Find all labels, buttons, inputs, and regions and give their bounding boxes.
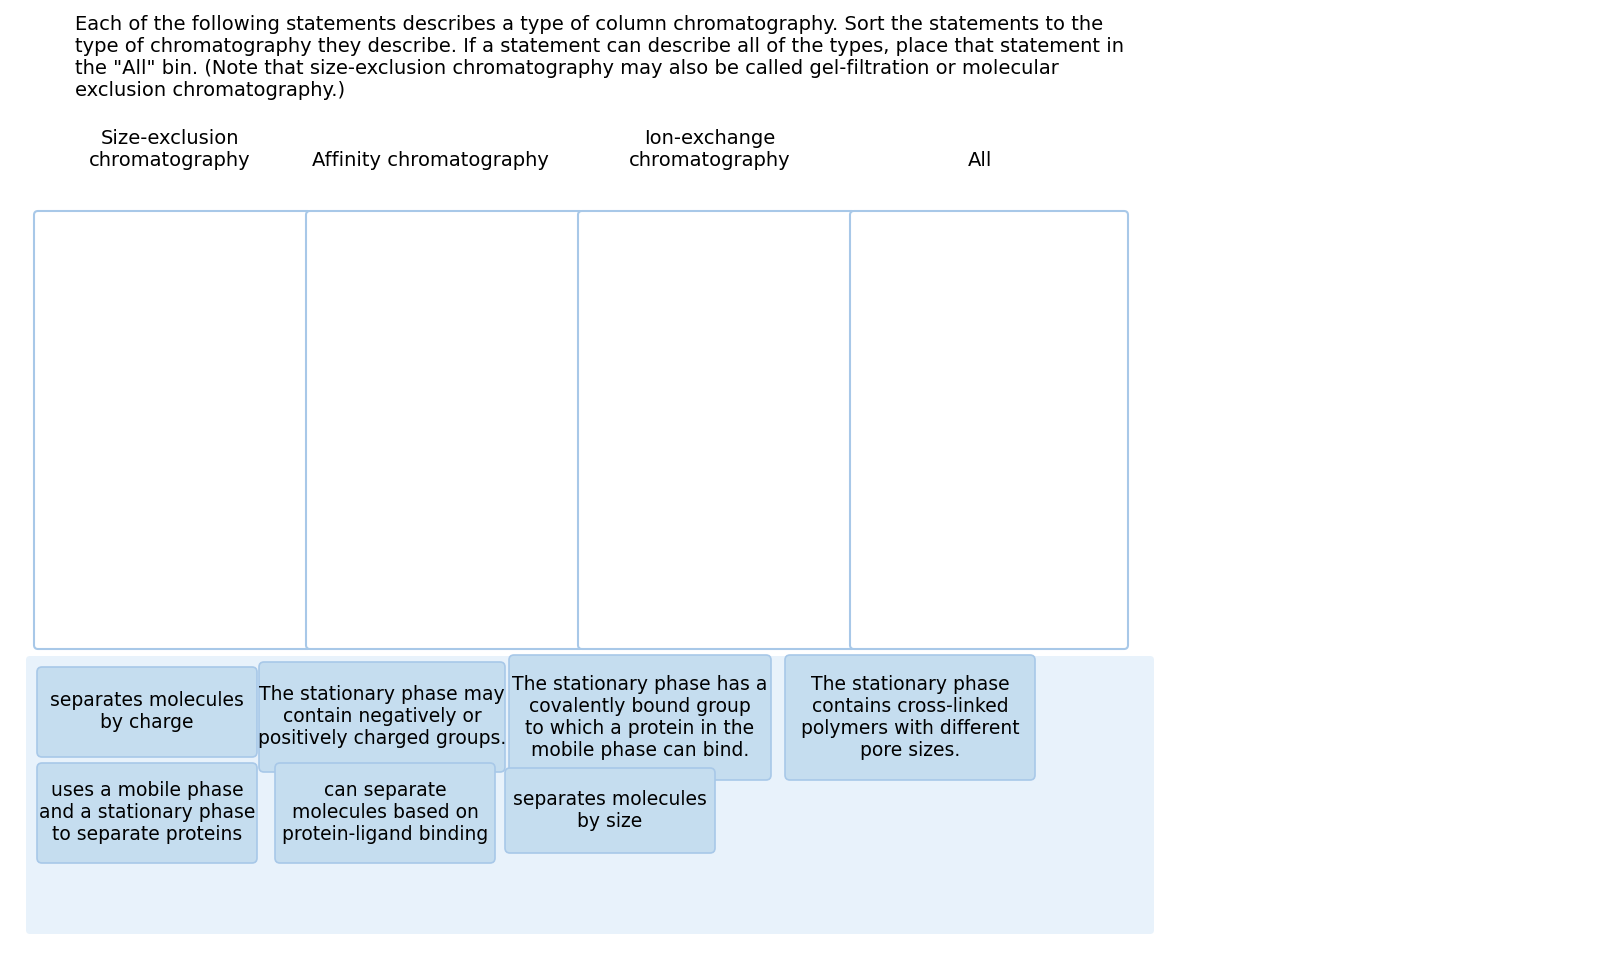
Text: separates molecules
by size: separates molecules by size	[513, 790, 707, 831]
FancyBboxPatch shape	[509, 655, 770, 780]
Text: can separate
molecules based on
protein-ligand binding: can separate molecules based on protein-…	[281, 781, 489, 845]
Text: The stationary phase has a
covalently bound group
to which a protein in the
mobi: The stationary phase has a covalently bo…	[513, 675, 767, 760]
FancyBboxPatch shape	[259, 662, 505, 772]
Text: All: All	[967, 151, 992, 170]
Text: Size-exclusion
chromatography: Size-exclusion chromatography	[88, 129, 251, 170]
Text: separates molecules
by charge: separates molecules by charge	[50, 692, 244, 733]
FancyBboxPatch shape	[26, 656, 1154, 934]
FancyBboxPatch shape	[505, 768, 715, 853]
FancyBboxPatch shape	[37, 763, 257, 863]
FancyBboxPatch shape	[275, 763, 495, 863]
FancyBboxPatch shape	[305, 211, 583, 649]
Text: The stationary phase
contains cross-linked
polymers with different
pore sizes.: The stationary phase contains cross-link…	[800, 675, 1019, 760]
FancyBboxPatch shape	[784, 655, 1035, 780]
FancyBboxPatch shape	[577, 211, 855, 649]
Text: Each of the following statements describes a type of column chromatography. Sort: Each of the following statements describ…	[76, 15, 1123, 100]
FancyBboxPatch shape	[37, 667, 257, 757]
Text: uses a mobile phase
and a stationary phase
to separate proteins: uses a mobile phase and a stationary pha…	[39, 781, 256, 845]
Text: The stationary phase may
contain negatively or
positively charged groups.: The stationary phase may contain negativ…	[257, 686, 506, 748]
FancyBboxPatch shape	[34, 211, 312, 649]
Text: Affinity chromatography: Affinity chromatography	[312, 151, 548, 170]
FancyBboxPatch shape	[850, 211, 1127, 649]
Text: Ion-exchange
chromatography: Ion-exchange chromatography	[628, 129, 791, 170]
